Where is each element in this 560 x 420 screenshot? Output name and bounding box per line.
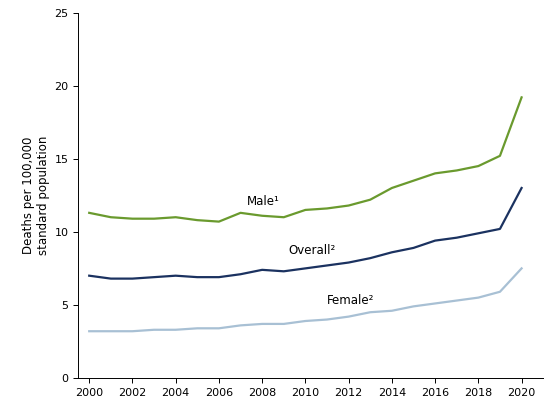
Text: Overall²: Overall² xyxy=(288,244,335,257)
Text: Female²: Female² xyxy=(327,294,375,307)
Text: Male¹: Male¹ xyxy=(247,195,280,208)
Y-axis label: Deaths per 100,000
standard population: Deaths per 100,000 standard population xyxy=(22,136,50,255)
